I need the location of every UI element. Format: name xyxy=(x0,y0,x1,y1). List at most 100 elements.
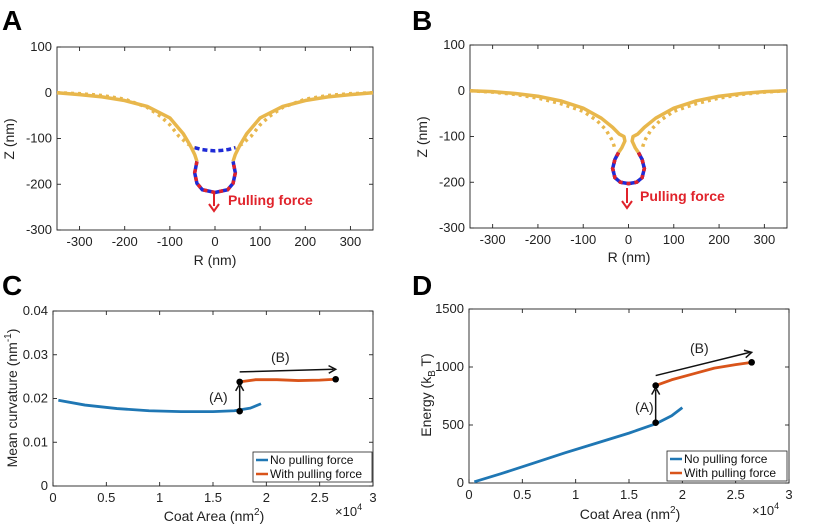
y-tick-label: -100 xyxy=(439,129,465,144)
membrane-dotted-line xyxy=(56,91,196,150)
x-tick-label: -100 xyxy=(570,232,596,247)
membrane-dotted-line xyxy=(640,89,788,151)
x-tick-label: 3 xyxy=(785,487,792,502)
panel-b-ylabel: Z (nm) xyxy=(414,116,430,157)
series-no-pulling-force xyxy=(58,398,262,414)
legend-box xyxy=(252,451,373,483)
pulling-force-label-a: Pulling force xyxy=(228,192,313,208)
coat-dashed-line xyxy=(194,145,236,153)
x-tick-label: 2.5 xyxy=(311,490,329,505)
legend-box xyxy=(666,450,788,482)
series-with-pulling-force xyxy=(239,377,336,384)
pulling-force-label-b: Pulling force xyxy=(640,188,725,204)
right-arrow-icon xyxy=(328,364,338,374)
x-tick-label: 0 xyxy=(465,487,472,502)
panel-c-ylabel: Mean curvature (nm-1) xyxy=(3,329,20,468)
panel-c-annotation-a: (A) xyxy=(209,389,228,405)
panel-letter-c: C xyxy=(2,270,22,301)
y-tick-label: 500 xyxy=(442,417,464,432)
panel-c-xlabel: Coat Area (nm2) xyxy=(164,507,265,524)
legend-label-with-pull: With pulling force xyxy=(684,466,776,480)
series-with-pulling-force xyxy=(655,360,752,387)
panel-c-curvature-chart: 0 0.5 1 1.5 2 2.5 3 0 0.01 0.02 0.03 0.04 Coat Area… xyxy=(3,303,377,524)
panel-c-plot xyxy=(58,364,339,415)
y-tick-label: 0.03 xyxy=(23,347,48,362)
panel-d-annotation-a: (A) xyxy=(635,399,654,415)
transition-arrow-b xyxy=(239,368,334,373)
data-point xyxy=(236,407,243,415)
y-tick-label: 0 xyxy=(458,83,465,98)
x-tick-label: 1 xyxy=(156,490,163,505)
x-tick-label: 1 xyxy=(572,487,579,502)
panel-d-ylabel: Energy (kB T) xyxy=(418,353,438,436)
panel-b-xlabel: R (nm) xyxy=(608,249,651,265)
data-point xyxy=(748,359,755,366)
y-tick-label: 100 xyxy=(443,37,465,52)
x-tick-label: 300 xyxy=(754,232,776,247)
panel-c-annotation-b: (B) xyxy=(271,349,290,365)
x-tick-label: 0 xyxy=(211,234,218,249)
transition-arrow-b xyxy=(655,351,750,377)
data-point xyxy=(236,378,243,386)
x-tick-label: -200 xyxy=(525,232,551,247)
legend-label-no-pull: No pulling force xyxy=(684,452,768,466)
panel-a-ylabel: Z (nm) xyxy=(1,118,17,159)
down-arrow-icon xyxy=(621,200,633,210)
series-no-pulling-force xyxy=(473,406,684,484)
panel-d-axes: 0 0.5 1 1.5 2 2.5 3 0 500 1000 1500 xyxy=(435,301,793,502)
panel-a-axes: -300 -200 -100 0 100 200 300 -300 -200 -100 0 100 xyxy=(26,39,374,249)
x-tick-label: 100 xyxy=(249,234,271,249)
panel-a-xlabel: R (nm) xyxy=(194,252,237,268)
membrane-dotted-line xyxy=(234,91,374,150)
y-tick-label: 0.02 xyxy=(23,391,48,406)
panel-a-plot xyxy=(56,91,374,195)
panel-b-membrane-profile: -300 -200 -100 0 100 200 300 -300 -200 -100 0 100 R… xyxy=(414,37,788,265)
panel-c-legend: No pulling force With pulling force xyxy=(252,451,373,483)
y-tick-label: -200 xyxy=(439,174,465,189)
y-tick-label: -300 xyxy=(26,222,52,237)
right-arrow-icon xyxy=(743,349,754,359)
data-point xyxy=(332,375,339,383)
panel-d-legend: No pulling force With pulling force xyxy=(666,450,788,482)
x-tick-label: 2 xyxy=(679,487,686,502)
membrane-line xyxy=(56,91,199,162)
data-point xyxy=(652,419,659,426)
y-tick-label: 1500 xyxy=(435,301,464,316)
panel-letter-a: A xyxy=(2,5,22,36)
x-tick-label: 0.5 xyxy=(513,487,531,502)
y-tick-label: 0 xyxy=(45,85,52,100)
y-tick-label: 100 xyxy=(30,39,52,54)
panel-letter-b: B xyxy=(412,5,432,36)
x-tick-label: -100 xyxy=(157,234,183,249)
legend-label-no-pull: No pulling force xyxy=(270,453,354,467)
panel-a-force-annotation: Pulling force xyxy=(208,191,313,213)
membrane-dotted-line xyxy=(469,89,617,151)
x-tick-label: 1.5 xyxy=(204,490,222,505)
plot-frame xyxy=(469,44,788,229)
down-arrow-icon xyxy=(208,203,220,213)
x-tick-label: 1.5 xyxy=(620,487,638,502)
y-tick-label: 0 xyxy=(457,475,464,490)
membrane-line xyxy=(469,89,627,154)
x-tick-label: 300 xyxy=(340,234,362,249)
y-tick-label: -200 xyxy=(26,176,52,191)
panel-d-xlabel: Coat Area (nm2) xyxy=(580,505,681,522)
panel-c-axes: 0 0.5 1 1.5 2 2.5 3 0 0.01 0.02 0.03 0.04 xyxy=(23,303,377,505)
y-tick-label: 0 xyxy=(41,478,48,493)
x-tick-label: 0 xyxy=(49,490,56,505)
x-tick-label: 2 xyxy=(263,490,270,505)
x-tick-label: 2.5 xyxy=(727,487,745,502)
panel-d-annotation-b: (B) xyxy=(690,340,709,356)
coat-line-red xyxy=(610,151,647,186)
y-tick-label: -300 xyxy=(439,220,465,235)
x-tick-label: -300 xyxy=(480,232,506,247)
panel-c-x-multiplier: ×104 xyxy=(335,502,362,519)
x-tick-label: 200 xyxy=(708,232,730,247)
membrane-line xyxy=(231,91,374,162)
x-tick-label: 3 xyxy=(369,490,376,505)
panel-d-plot xyxy=(473,349,755,484)
x-tick-label: 200 xyxy=(294,234,316,249)
panel-d-energy-chart: 0 0.5 1 1.5 2 2.5 3 0 500 1000 1500 Coat Area (nm2… xyxy=(418,301,793,522)
panel-b-force-annotation: Pulling force xyxy=(621,188,725,210)
